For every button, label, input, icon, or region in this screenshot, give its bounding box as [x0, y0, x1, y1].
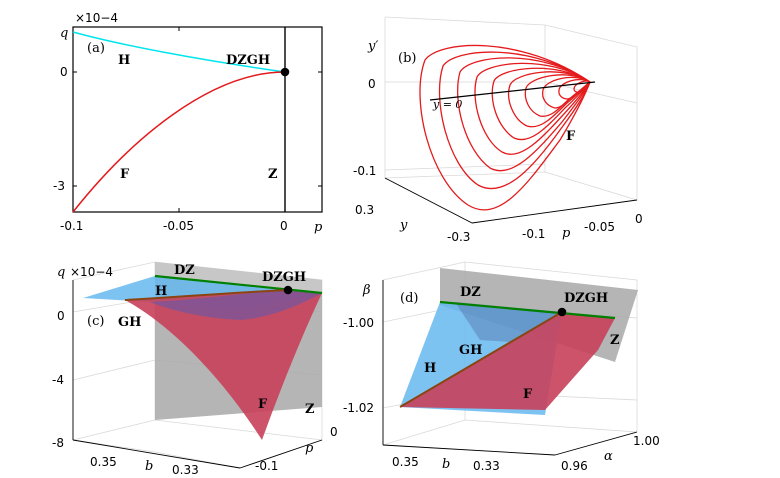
panel-a-ytick-0: 0	[60, 65, 68, 79]
panel-d-alabel: α	[604, 449, 613, 464]
panel-b-xtick-0: -0.1	[522, 227, 545, 241]
panel-c-label-h: H	[155, 284, 167, 299]
panel-b-loops	[419, 44, 591, 211]
panel-d-tag: (d)	[400, 291, 418, 306]
panel-c-zlabel: q	[57, 265, 65, 280]
panel-a-xlabel: p	[314, 220, 323, 235]
panel-d-dzgh-point	[557, 307, 567, 317]
panel-b-xtick-2: 0	[635, 212, 643, 226]
panel-c-plabel: p	[305, 441, 314, 456]
panel-a-ylabel: q	[60, 26, 68, 41]
panel-d-zlabel: β	[362, 283, 371, 298]
panel-b-xtick-1: -0.05	[584, 220, 615, 234]
panel-b: (b) y′ 0 -0.1 0.3 -0.3 y -0.1 -0.05 0 p …	[353, 16, 643, 244]
panel-d: β (d) -1.00 -1.02 0.35 0.33 b 1.00 0.96 …	[343, 261, 660, 473]
panel-b-y0-line	[429, 81, 596, 101]
panel-a-xtick-0: -0.1	[60, 219, 83, 233]
panel-a-label-z: Z	[268, 167, 278, 182]
panel-d-atick-0: 1.00	[633, 434, 660, 448]
panel-a-dzgh-point	[280, 67, 290, 77]
panel-d-ztick-0: -1.00	[343, 316, 374, 330]
panel-c-exponent: ×10−4	[70, 265, 113, 279]
panel-c-btick-0: 0.35	[90, 455, 117, 469]
panel-c-gh-line	[124, 289, 289, 301]
panel-d-label-gh: GH	[459, 343, 482, 358]
panel-d-f-surface	[400, 312, 615, 410]
panel-c-ztick-1: -4	[52, 373, 64, 387]
panel-b-zlabel: y′	[367, 39, 378, 54]
panel-d-gh-line	[399, 311, 563, 408]
panel-d-label-f: F	[523, 387, 533, 402]
panel-c-label-gh: GH	[118, 315, 141, 330]
panel-d-label-h: H	[424, 361, 436, 376]
panel-d-label-dzgh: DZGH	[564, 291, 608, 306]
panel-c-f-surface	[125, 290, 322, 440]
panel-c-btick-1: 0.33	[172, 463, 199, 477]
panel-a-axes-box	[72, 26, 323, 213]
panel-d-dz-line	[439, 300, 616, 320]
panel-a-exponent: ×10−4	[75, 11, 118, 25]
panel-a-label-h: H	[118, 53, 130, 68]
panel-b-ztick-1: -0.1	[353, 164, 376, 178]
panel-c-label-dz: DZ	[174, 263, 195, 278]
panel-b-xlabel: p	[562, 226, 571, 241]
panel-c-dz-line	[154, 274, 323, 295]
panel-b-ytick-1: -0.3	[447, 230, 470, 244]
panel-c-label-z: Z	[305, 402, 315, 417]
panel-a-h-curve	[72, 31, 286, 73]
panel-c-label-dzgh: DZGH	[262, 270, 306, 285]
panel-b-tag: (b)	[398, 51, 416, 66]
panel-d-blabel: b	[442, 457, 450, 472]
panel-d-atick-1: 0.96	[561, 459, 588, 473]
panel-c: q ×10−4 (c) 0 -4 -8 0.35 0.33 b 0 -0.1 p…	[52, 261, 338, 477]
panel-c-ztick-0: 0	[57, 309, 65, 323]
panel-a-label-f: F	[120, 167, 130, 182]
panel-c-ptick-0: 0	[330, 425, 338, 439]
panel-a: (a) q ×10−4 0 -3 -0.1 -0.05 0 p H DZGH F…	[53, 11, 323, 235]
panel-c-tag: (c)	[87, 314, 104, 329]
panel-b-ztick-0: 0	[368, 77, 376, 91]
panel-d-label-z: Z	[610, 333, 620, 348]
panel-c-ztick-2: -8	[52, 436, 64, 450]
panel-c-blabel: b	[145, 459, 153, 474]
panel-a-xtick-1: -0.05	[163, 219, 194, 233]
panel-d-label-dz: DZ	[460, 285, 481, 300]
panel-a-label-dzgh: DZGH	[226, 53, 270, 68]
panel-d-ztick-1: -1.02	[343, 401, 374, 415]
panel-c-ptick-1: -0.1	[255, 459, 278, 473]
panel-b-ylabel: y	[399, 218, 408, 233]
panel-d-btick-0: 0.35	[392, 455, 419, 469]
panel-c-dzgh-point	[283, 285, 293, 295]
panel-b-y0-annotation: y = 0	[432, 98, 462, 111]
panel-a-xtick-2: 0	[280, 219, 288, 233]
panel-a-tag: (a)	[87, 41, 105, 56]
panel-c-label-f: F	[258, 397, 268, 412]
panel-a-f-curve	[72, 71, 286, 213]
panel-b-ytick-0: 0.3	[355, 203, 374, 217]
panel-a-ytick-1: -3	[53, 179, 65, 193]
panel-d-btick-1: 0.33	[473, 459, 500, 473]
panel-b-label-f: F	[566, 129, 576, 144]
